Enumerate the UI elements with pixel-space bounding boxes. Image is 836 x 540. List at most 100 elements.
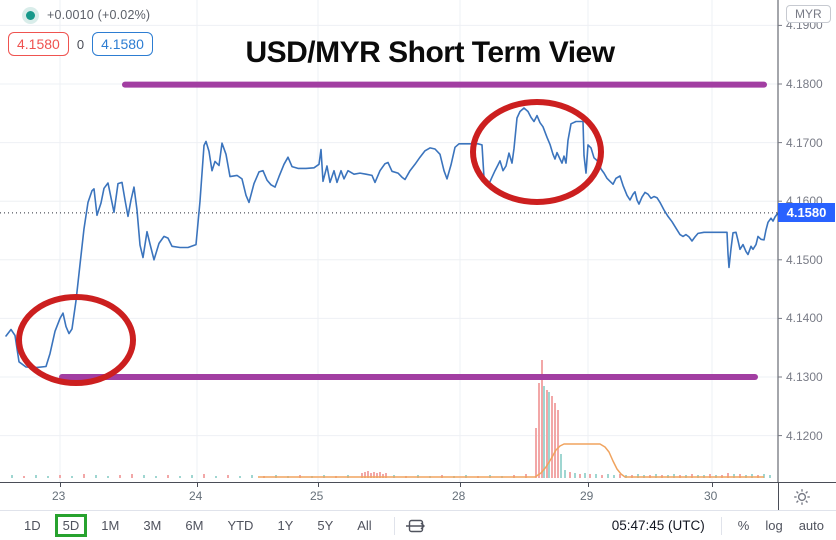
axis-corner-divider — [778, 483, 779, 511]
time-axis-label: 23 — [52, 489, 66, 503]
range-button-3m[interactable]: 3M — [143, 518, 162, 533]
volume-bar — [769, 475, 771, 478]
time-axis-tick — [588, 483, 589, 487]
volume-bar — [535, 428, 537, 478]
volume-bar — [543, 386, 545, 478]
volume-bar — [370, 473, 372, 478]
volume-bar — [47, 476, 49, 478]
scale-mode-log[interactable]: log — [765, 518, 783, 533]
time-axis-label: 25 — [310, 489, 324, 503]
volume-bar — [607, 474, 609, 478]
time-axis[interactable]: 23 24 25 28 29 30 — [0, 482, 836, 511]
volume-bar — [538, 383, 540, 478]
volume-bar — [215, 476, 217, 478]
volume-bar — [584, 473, 586, 478]
volume-bar — [361, 473, 363, 478]
settings-gear-icon[interactable] — [792, 487, 812, 507]
utc-clock[interactable]: 05:47:45 (UTC) — [611, 518, 705, 533]
bid-ask-row: 4.1580 0 4.1580 — [8, 32, 153, 56]
time-axis-label: 28 — [452, 489, 466, 503]
volume-bar — [379, 472, 381, 478]
volume-bar — [548, 392, 550, 478]
range-button-1y[interactable]: 1Y — [277, 518, 294, 533]
volume-bar — [203, 474, 205, 478]
volume-bar — [382, 474, 384, 478]
time-axis-label: 29 — [580, 489, 594, 503]
scale-modes: % log auto — [738, 518, 824, 533]
time-axis-label: 24 — [189, 489, 203, 503]
go-to-date-icon[interactable] — [405, 516, 427, 536]
range-button-5y[interactable]: 5Y — [317, 518, 334, 533]
time-axis-label: 30 — [704, 489, 718, 503]
toolbar-right: 05:47:45 (UTC) % log auto — [611, 516, 824, 535]
volume-bar — [739, 474, 741, 478]
price-change-text: +0.0010 (+0.02%) — [47, 8, 151, 22]
circle-annotation-1[interactable] — [16, 294, 136, 386]
volume-bar — [557, 410, 559, 478]
volume-bar — [131, 474, 133, 478]
currency-badge: MYR — [786, 5, 831, 23]
volume-bar — [364, 472, 366, 478]
volume-bar — [155, 476, 157, 478]
toolbar-divider — [720, 516, 722, 535]
volume-ma-line — [258, 443, 764, 478]
time-axis-tick — [60, 483, 61, 487]
range-button-5d[interactable]: 5D — [54, 514, 88, 537]
time-axis-tick — [318, 483, 319, 487]
scale-mode-percent[interactable]: % — [737, 518, 750, 533]
volume-bar — [673, 474, 675, 478]
volume-bar — [239, 476, 241, 478]
price-axis-label: 4.1400 — [786, 311, 823, 326]
market-status-dot-icon — [26, 10, 35, 20]
range-button-ytd[interactable]: YTD — [227, 518, 254, 533]
range-button-6m[interactable]: 6M — [185, 518, 204, 533]
range-button-1m[interactable]: 1M — [101, 518, 120, 533]
volume-bar — [541, 360, 543, 478]
toolbar-divider — [393, 516, 395, 535]
bottom-toolbar: 1D 5D 1M 3M 6M YTD 1Y 5Y All 05:47:45 (UTC) % log… — [0, 510, 836, 540]
range-selector: 1D 5D 1M 3M 6M YTD 1Y 5Y All — [0, 512, 384, 539]
volume-bar — [191, 475, 193, 478]
volume-bar — [595, 474, 597, 478]
volume-bar — [107, 476, 109, 478]
volume-bar — [763, 474, 765, 478]
volume-bar — [71, 476, 73, 478]
volume-bar — [251, 475, 253, 478]
volume-bar — [554, 403, 556, 478]
volume-bar — [11, 475, 13, 478]
volume-bar — [385, 473, 387, 478]
volume-bar — [83, 474, 85, 478]
volume-bar — [59, 475, 61, 478]
volume-bar — [367, 471, 369, 478]
ask-price: 4.1580 — [92, 32, 153, 56]
spread-value: 0 — [76, 36, 85, 52]
price-axis-label: 4.1300 — [786, 370, 823, 384]
current-price-tag: 4.1580 — [778, 203, 835, 223]
bid-price: 4.1580 — [8, 32, 69, 56]
volume-bar — [119, 475, 121, 478]
volume-bar — [619, 474, 621, 478]
price-chart-canvas[interactable] — [0, 0, 836, 482]
volume-bar — [691, 474, 693, 478]
volume-bar — [373, 472, 375, 478]
time-axis-tick — [712, 483, 713, 487]
volume-bar — [551, 396, 553, 478]
price-axis-label: 4.1500 — [786, 252, 823, 267]
volume-bar — [574, 473, 576, 478]
volume-bar — [167, 475, 169, 478]
price-axis[interactable]: 4.1900 4.1800 4.1700 4.1600 4.1500 4.1400 4.13… — [778, 0, 836, 482]
scale-mode-auto[interactable]: auto — [798, 518, 824, 533]
volume-bar — [546, 390, 548, 478]
volume-bar — [589, 474, 591, 478]
volume-bar — [637, 474, 639, 478]
price-axis-label: 4.1200 — [786, 428, 823, 443]
volume-bar — [569, 472, 571, 478]
chart-title: USD/MYR Short Term View — [245, 36, 615, 69]
circle-annotation-2[interactable] — [470, 99, 604, 205]
volume-bar — [143, 475, 145, 478]
volume-bar — [179, 476, 181, 478]
range-button-1d[interactable]: 1D — [24, 518, 41, 533]
volume-bar — [751, 474, 753, 478]
range-button-all[interactable]: All — [357, 518, 372, 533]
